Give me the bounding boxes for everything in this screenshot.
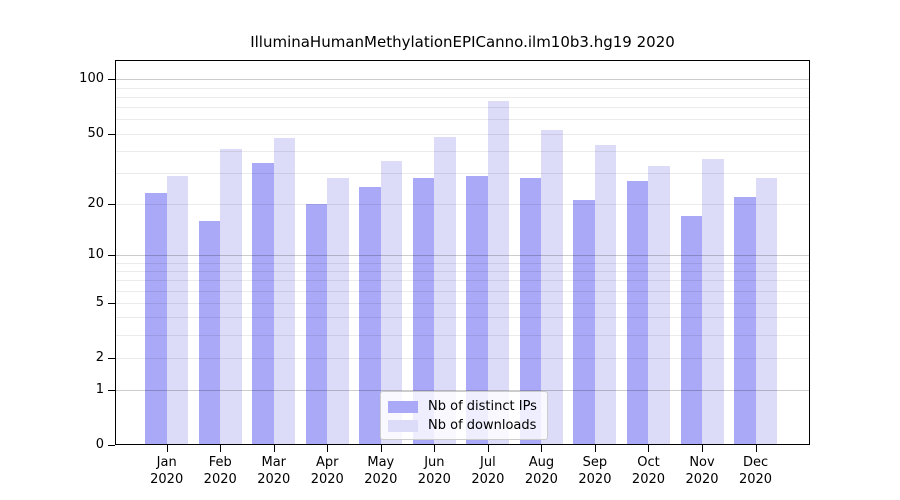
gridline-minor-6 bbox=[116, 290, 809, 292]
bar-downloads-oct bbox=[648, 165, 670, 445]
y-tick-label-10: 10 bbox=[87, 247, 104, 263]
gridline-minor-9 bbox=[116, 262, 809, 264]
gridline-minor-7 bbox=[116, 280, 809, 282]
bar-ips-jun bbox=[412, 178, 435, 445]
bar-downloads-jul bbox=[487, 100, 510, 445]
gridline-minor-90 bbox=[116, 87, 809, 89]
bar-ips-may bbox=[359, 186, 381, 445]
x-tick-label-may: May 2020 bbox=[364, 455, 398, 487]
y-tick-10 bbox=[108, 255, 115, 257]
gridline-minor-20 bbox=[116, 203, 809, 205]
gridline-minor-5 bbox=[116, 303, 809, 305]
bar-ips-dec bbox=[734, 196, 756, 445]
y-tick-label-0: 0 bbox=[95, 437, 104, 452]
bar-downloads-jun bbox=[434, 136, 456, 445]
bar-ips-oct bbox=[626, 181, 649, 445]
x-tick-dec bbox=[755, 445, 757, 452]
gridline-minor-30 bbox=[116, 172, 809, 174]
bar-downloads-aug bbox=[541, 130, 563, 445]
gridline-major-1 bbox=[116, 390, 809, 392]
y-tick-label-100: 100 bbox=[79, 71, 104, 87]
y-tick-label-5: 5 bbox=[95, 295, 104, 311]
gridline-minor-50 bbox=[116, 133, 809, 135]
bar-ips-jan bbox=[145, 193, 167, 445]
x-tick-label-mar: Mar 2020 bbox=[257, 455, 291, 487]
y-tick-50 bbox=[108, 133, 115, 135]
gridline-minor-4 bbox=[116, 317, 809, 319]
legend-label-downloads: Nb of downloads bbox=[428, 418, 537, 433]
legend-swatch-downloads bbox=[388, 419, 418, 432]
x-tick-label-feb: Feb 2020 bbox=[203, 455, 237, 487]
y-tick-100 bbox=[108, 79, 115, 81]
gridline-minor-8 bbox=[116, 270, 809, 272]
bar-downloads-sep bbox=[594, 145, 617, 445]
x-tick-label-nov: Nov 2020 bbox=[685, 455, 719, 487]
x-tick-jan bbox=[166, 445, 168, 452]
gridline-minor-70 bbox=[116, 107, 809, 109]
y-tick-2 bbox=[108, 357, 115, 359]
x-tick-label-jan: Jan 2020 bbox=[150, 455, 184, 487]
bar-ips-jul bbox=[466, 175, 488, 445]
bar-downloads-nov bbox=[702, 158, 724, 445]
x-tick-sep bbox=[594, 445, 596, 452]
x-tick-jun bbox=[434, 445, 436, 452]
bar-ips-mar bbox=[252, 163, 274, 445]
x-tick-label-dec: Dec 2020 bbox=[738, 455, 773, 487]
x-tick-aug bbox=[541, 445, 543, 452]
x-tick-label-sep: Sep 2020 bbox=[578, 455, 612, 487]
x-tick-feb bbox=[220, 445, 222, 452]
y-tick-1 bbox=[108, 390, 115, 392]
bar-downloads-apr bbox=[327, 178, 349, 445]
bar-downloads-dec bbox=[755, 178, 778, 445]
x-tick-label-oct: Oct 2020 bbox=[631, 455, 666, 487]
gridline-minor-60 bbox=[116, 119, 809, 121]
y-tick-label-1: 1 bbox=[95, 382, 104, 398]
x-tick-oct bbox=[648, 445, 650, 452]
gridline-minor-40 bbox=[116, 150, 809, 152]
y-tick-label-2: 2 bbox=[95, 349, 104, 365]
y-tick-20 bbox=[108, 203, 115, 205]
bar-downloads-feb bbox=[220, 148, 242, 445]
legend-swatch-distinct-ips bbox=[388, 400, 418, 413]
legend-item-downloads: Nb of downloads bbox=[388, 418, 537, 433]
x-tick-label-jun: Jun 2020 bbox=[417, 455, 451, 487]
bar-ips-nov bbox=[680, 216, 702, 445]
chart-title: IlluminaHumanMethylationEPICanno.ilm10b3… bbox=[250, 33, 675, 51]
x-tick-label-jul: Jul 2020 bbox=[471, 455, 505, 487]
bar-downloads-may bbox=[380, 161, 403, 445]
bar-ips-sep bbox=[573, 200, 595, 445]
legend-label-distinct-ips: Nb of distinct IPs bbox=[428, 399, 537, 414]
y-tick-5 bbox=[108, 303, 115, 305]
x-tick-label-apr: Apr 2020 bbox=[310, 455, 344, 487]
gridline-minor-2 bbox=[116, 357, 809, 359]
gridline-minor-3 bbox=[116, 335, 809, 337]
gridline-major-100 bbox=[116, 79, 809, 81]
bar-downloads-jan bbox=[166, 175, 189, 445]
y-tick-label-20: 20 bbox=[87, 195, 104, 211]
bar-downloads-mar bbox=[273, 138, 296, 445]
x-tick-mar bbox=[273, 445, 275, 452]
y-tick-label-50: 50 bbox=[87, 125, 104, 141]
x-tick-apr bbox=[327, 445, 329, 452]
gridline-minor-80 bbox=[116, 96, 809, 98]
legend: Nb of distinct IPs Nb of downloads bbox=[380, 391, 548, 440]
bar-ips-feb bbox=[198, 220, 221, 445]
x-tick-jul bbox=[487, 445, 489, 452]
x-tick-label-aug: Aug 2020 bbox=[524, 455, 558, 487]
legend-item-distinct-ips: Nb of distinct IPs bbox=[388, 399, 537, 414]
bar-ips-apr bbox=[305, 203, 328, 445]
bar-ips-aug bbox=[519, 178, 542, 445]
gridline-major-10 bbox=[116, 255, 809, 257]
y-tick-0 bbox=[108, 445, 115, 446]
x-tick-nov bbox=[702, 445, 703, 452]
x-tick-may bbox=[380, 445, 382, 452]
